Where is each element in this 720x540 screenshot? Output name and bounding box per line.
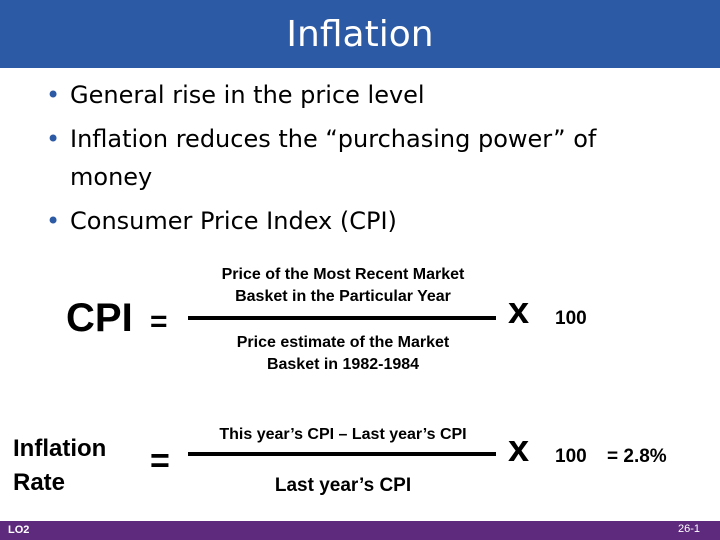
bullet-dot-icon: • — [46, 207, 61, 235]
bullet-item: • General rise in the price level — [44, 76, 684, 114]
bullet-list: • General rise in the price level • Infl… — [44, 76, 684, 246]
cpi-numerator-line1: Price of the Most Recent Market — [221, 266, 465, 283]
inflation-numerator: This year’s CPI – Last year’s CPI — [219, 426, 467, 443]
cpi-numerator-line2: Basket in the Particular Year — [235, 288, 451, 305]
bullet-item: • Inflation reduces the “purchasing powe… — [44, 120, 684, 196]
bullet-dot-icon: • — [46, 125, 61, 153]
inflation-times-sign: x — [508, 428, 530, 470]
bullet-text: Inflation reduces the “purchasing power”… — [70, 125, 597, 191]
cpi-numerator: Price of the Most Recent Market Basket i… — [180, 264, 506, 308]
inflation-rate-label-line1: Inflation — [13, 435, 107, 462]
cpi-denominator-line1: Price estimate of the Market — [236, 334, 450, 351]
inflation-fraction-bar — [188, 452, 496, 456]
cpi-multiplier: 100 — [555, 308, 587, 329]
cpi-denominator-line2: Basket in 1982-1984 — [266, 356, 420, 373]
cpi-label: CPI — [66, 296, 133, 340]
cpi-fraction-bar — [188, 316, 496, 320]
inflation-rate-label: Inflation Rate — [13, 432, 106, 500]
cpi-denominator: Price estimate of the Market Basket in 1… — [180, 332, 506, 376]
learning-objective-label: LO2 — [8, 524, 30, 536]
bullet-item: • Consumer Price Index (CPI) — [44, 202, 684, 240]
inflation-rate-label-line2: Rate — [13, 469, 66, 496]
inflation-multiplier: 100 — [555, 446, 587, 467]
inflation-equals-sign: = — [150, 442, 170, 480]
slide-title: Inflation — [286, 13, 434, 55]
title-bar: Inflation — [0, 0, 720, 68]
inflation-result: = 2.8% — [607, 446, 667, 467]
footer-bar: LO2 26-1 — [0, 521, 720, 540]
inflation-denominator: Last year’s CPI — [274, 475, 412, 496]
bullet-dot-icon: • — [46, 81, 61, 109]
cpi-times-sign: x — [508, 290, 530, 332]
cpi-equals-sign: = — [150, 305, 168, 338]
slide-number: 26-1 — [677, 523, 700, 535]
bullet-text: Consumer Price Index (CPI) — [70, 207, 397, 235]
bullet-text: General rise in the price level — [70, 81, 425, 109]
